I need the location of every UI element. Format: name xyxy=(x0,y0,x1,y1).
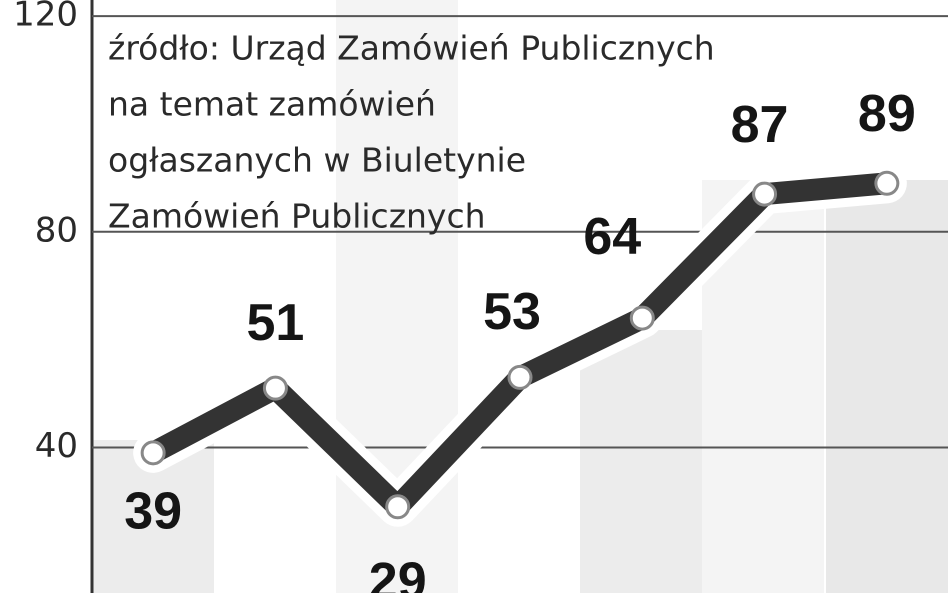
y-tick-label: 80 xyxy=(35,210,78,250)
y-tick-label: 120 xyxy=(13,0,78,35)
value-label: 64 xyxy=(583,208,641,266)
point xyxy=(262,375,288,401)
point xyxy=(629,305,655,331)
point xyxy=(507,364,533,390)
bands xyxy=(92,0,948,593)
value-label: 87 xyxy=(731,96,789,154)
point xyxy=(140,440,166,466)
value-label: 29 xyxy=(369,552,427,593)
annotation: źródło: Urząd Zamówień Publicznych xyxy=(108,29,715,68)
value-label: 53 xyxy=(483,283,541,341)
point xyxy=(874,170,900,196)
band xyxy=(580,330,702,593)
value-label: 51 xyxy=(247,294,305,352)
annotation: ogłaszanych w Biuletynie xyxy=(108,141,526,180)
band xyxy=(826,180,948,593)
value-label: 89 xyxy=(858,85,916,143)
annotation: Zamówień Publicznych xyxy=(108,197,486,236)
y-tick-label: 40 xyxy=(35,426,78,466)
point xyxy=(385,494,411,520)
annotation: na temat zamówień xyxy=(108,85,436,124)
point xyxy=(752,181,778,207)
value-label: 39 xyxy=(124,483,182,541)
